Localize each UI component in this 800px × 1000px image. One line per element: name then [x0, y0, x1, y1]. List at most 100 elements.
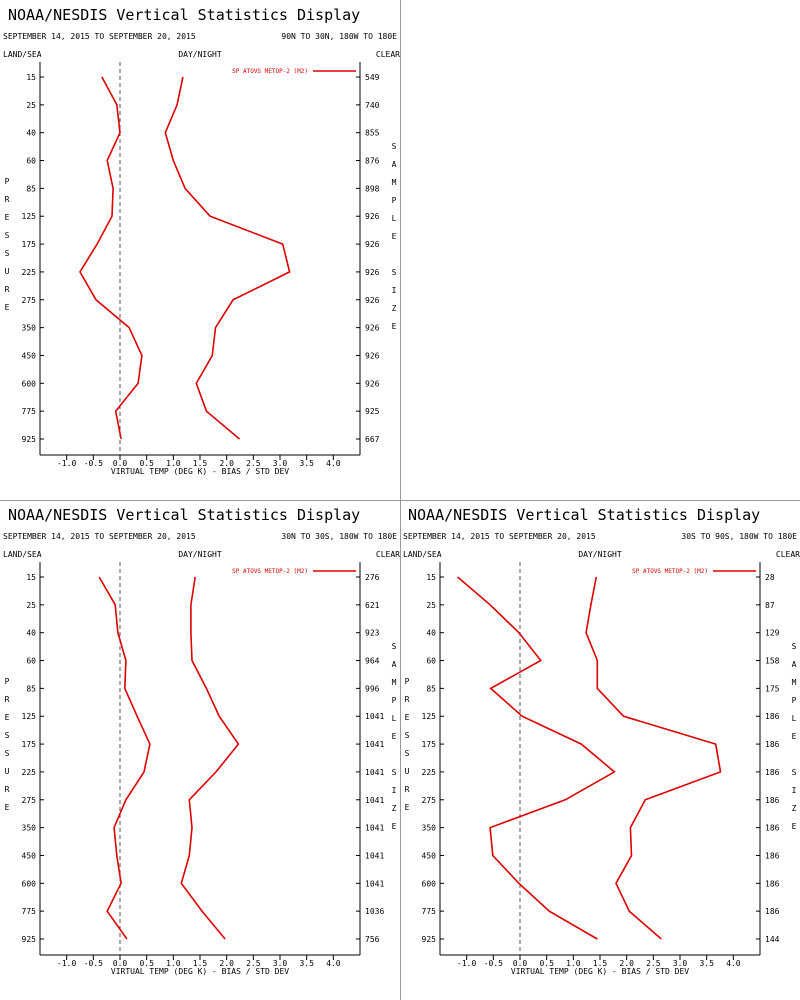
sample-size: 186 — [765, 740, 780, 749]
pressure-label: 925 — [422, 935, 437, 944]
x-tick-label: 3.0 — [673, 959, 688, 968]
sample-size: 621 — [365, 601, 380, 610]
x-axis-label: VIRTUAL TEMP (DEG K) - BIAS / STD DEV — [511, 967, 689, 976]
pressure-label: 925 — [22, 935, 37, 944]
center-header: DAY/NIGHT — [178, 550, 222, 559]
sample-size: 186 — [765, 796, 780, 805]
pressure-label: 450 — [422, 851, 437, 860]
sample-size: 926 — [365, 296, 380, 305]
sample-size: 1041 — [365, 796, 384, 805]
x-tick-label: 1.0 — [566, 959, 581, 968]
region: 30N TO 30S, 180W TO 180E — [281, 532, 397, 541]
x-tick-label: 1.5 — [593, 959, 608, 968]
x-tick-label: 3.5 — [699, 959, 714, 968]
pressure-label: 350 — [422, 824, 437, 833]
sample-size: 276 — [365, 573, 380, 582]
pressure-label: 275 — [22, 796, 37, 805]
panel: NOAA/NESDIS Vertical Statistics Display S… — [403, 506, 800, 976]
sample-size: 740 — [365, 101, 380, 110]
pressure-label: 60 — [26, 657, 36, 666]
pressure-label: 175 — [22, 240, 37, 249]
y2-axis-label: SAMPLE SIZE — [390, 142, 399, 340]
profile-line — [164, 76, 291, 440]
x-axis-label: VIRTUAL TEMP (DEG K) - BIAS / STD DEV — [111, 467, 289, 476]
sample-size: 186 — [765, 907, 780, 916]
sample-size: 158 — [765, 657, 780, 666]
legend-label: SP ATOVS METOP-2 (M2) — [632, 568, 708, 575]
x-tick-label: 2.5 — [246, 459, 261, 468]
x-axis-label: VIRTUAL TEMP (DEG K) - BIAS / STD DEV — [111, 967, 289, 976]
sample-size: 549 — [365, 73, 380, 82]
x-tick-label: 3.5 — [299, 959, 314, 968]
x-tick-label: 4.0 — [326, 959, 341, 968]
pressure-label: 600 — [422, 879, 437, 888]
x-tick-label: 2.0 — [619, 959, 634, 968]
sample-size: 855 — [365, 129, 380, 138]
x-tick-label: 0.0 — [113, 959, 128, 968]
pressure-label: 25 — [26, 101, 36, 110]
pressure-label: 450 — [22, 351, 37, 360]
pressure-label: 15 — [26, 573, 36, 582]
sample-size: 964 — [365, 657, 380, 666]
pressure-label: 25 — [426, 601, 436, 610]
sample-size: 925 — [365, 407, 380, 416]
x-tick-label: 0.5 — [139, 459, 154, 468]
pressure-label: 775 — [22, 907, 37, 916]
profile-line — [98, 576, 151, 940]
x-tick-label: 4.0 — [726, 959, 741, 968]
right-header: CLEAR — [776, 550, 800, 559]
x-tick-label: 0.0 — [513, 959, 528, 968]
left-header: LAND/SEA — [3, 550, 42, 559]
sample-size: 144 — [765, 935, 780, 944]
panel: NOAA/NESDIS Vertical Statistics Display S… — [3, 506, 401, 976]
x-tick-label: -0.5 — [84, 459, 103, 468]
pressure-label: 775 — [22, 407, 37, 416]
sample-size: 186 — [765, 824, 780, 833]
sample-size: 1041 — [365, 824, 384, 833]
sample-size: 175 — [765, 684, 780, 693]
pressure-label: 60 — [26, 157, 36, 166]
x-tick-label: -1.0 — [57, 459, 76, 468]
pressure-label: 40 — [26, 129, 36, 138]
y-axis-label: PRESSURE — [403, 677, 412, 821]
x-tick-label: 2.0 — [219, 459, 234, 468]
y-axis-label: PRESSURE — [3, 177, 12, 321]
region: 90N TO 30N, 180W TO 180E — [281, 32, 397, 41]
x-tick-label: 2.5 — [246, 959, 261, 968]
sample-size: 28 — [765, 573, 775, 582]
sample-size: 926 — [365, 268, 380, 277]
x-tick-label: 2.0 — [219, 959, 234, 968]
sample-size: 926 — [365, 324, 380, 333]
sample-size: 186 — [765, 712, 780, 721]
x-tick-label: 3.0 — [273, 459, 288, 468]
date-range: SEPTEMBER 14, 2015 TO SEPTEMBER 20, 2015 — [3, 32, 196, 41]
sample-size: 667 — [365, 435, 380, 444]
x-tick-label: 2.5 — [646, 959, 661, 968]
profile-line — [457, 576, 616, 940]
sample-size: 1036 — [365, 907, 384, 916]
sample-size: 926 — [365, 212, 380, 221]
pressure-label: 225 — [422, 768, 437, 777]
sample-size: 926 — [365, 240, 380, 249]
pressure-label: 15 — [26, 73, 36, 82]
y-axis-label: PRESSURE — [3, 677, 12, 821]
x-tick-label: 3.0 — [273, 959, 288, 968]
x-tick-label: 0.0 — [113, 459, 128, 468]
center-header: DAY/NIGHT — [178, 50, 222, 59]
pressure-label: 275 — [422, 796, 437, 805]
sample-size: 876 — [365, 157, 380, 166]
sample-size: 1041 — [365, 740, 384, 749]
sample-size: 186 — [765, 851, 780, 860]
sample-size: 1041 — [365, 851, 384, 860]
x-tick-label: -1.0 — [457, 959, 476, 968]
profile-line — [180, 576, 240, 940]
sample-size: 1041 — [365, 879, 384, 888]
pressure-label: 225 — [22, 268, 37, 277]
pressure-label: 40 — [26, 629, 36, 638]
left-header: LAND/SEA — [3, 50, 42, 59]
chart-title: NOAA/NESDIS Vertical Statistics Display — [8, 506, 360, 524]
pressure-label: 15 — [426, 573, 436, 582]
pressure-label: 600 — [22, 379, 37, 388]
center-header: DAY/NIGHT — [578, 550, 622, 559]
date-range: SEPTEMBER 14, 2015 TO SEPTEMBER 20, 2015 — [3, 532, 196, 541]
